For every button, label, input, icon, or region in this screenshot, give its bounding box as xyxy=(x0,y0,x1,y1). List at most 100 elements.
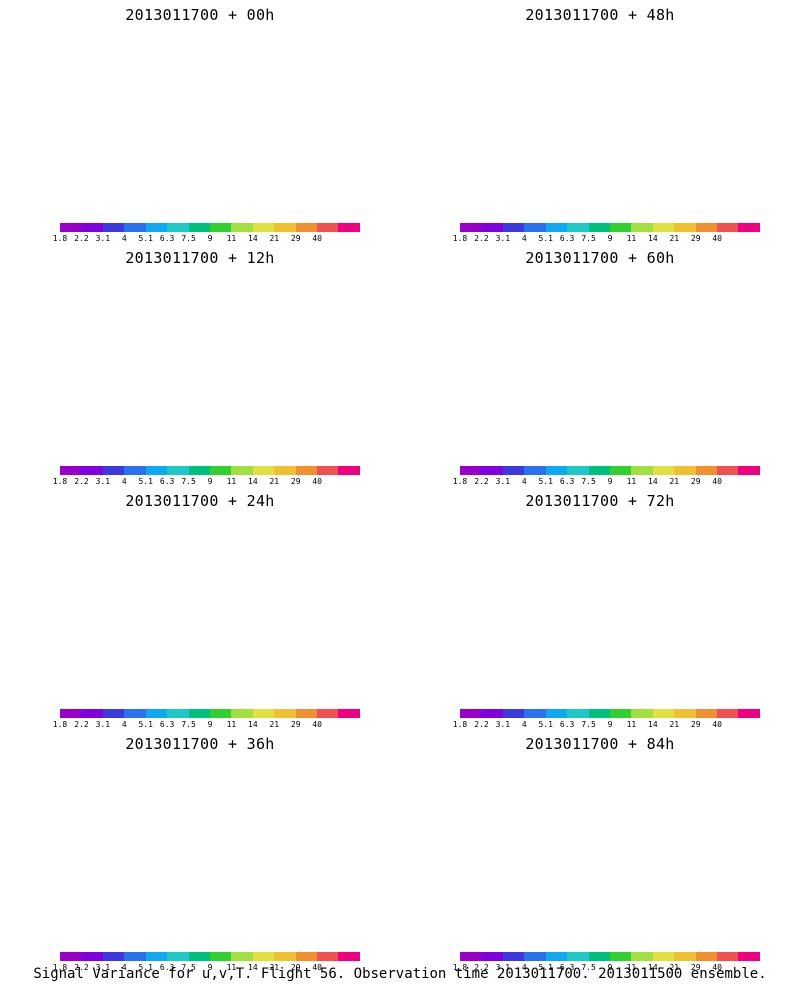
colorbar-label: 29 xyxy=(690,720,701,729)
colorbar-label: 14 xyxy=(648,963,658,972)
colorbar-swatch xyxy=(674,952,696,961)
colorbar-swatch xyxy=(738,223,760,232)
colorbar-label: 3.1 xyxy=(495,963,511,972)
colorbar-swatch xyxy=(209,709,232,718)
colorbar-label: 7.5 xyxy=(181,720,196,729)
colorbar-swatch xyxy=(102,223,125,232)
colorbar-swatch xyxy=(545,709,568,718)
colorbar-swatch xyxy=(124,466,146,475)
colorbar-label: 29 xyxy=(290,477,301,486)
colorbar-label: 40 xyxy=(312,720,322,729)
variance-map xyxy=(20,765,380,935)
colorbar-swatch xyxy=(631,466,653,475)
colorbar-swatch xyxy=(460,223,482,232)
colorbar-label: 6.3 xyxy=(559,234,575,243)
colorbar-label: 14 xyxy=(648,234,658,243)
colorbar-swatch xyxy=(231,466,253,475)
variance-map xyxy=(420,36,780,206)
colorbar-swatch xyxy=(81,952,103,961)
colorbar-label: 29 xyxy=(290,720,301,729)
variance-map xyxy=(20,522,380,692)
colorbar-swatch xyxy=(502,952,525,961)
colorbar-label: 29 xyxy=(690,963,701,972)
colorbar-label: 40 xyxy=(712,234,722,243)
colorbar-label: 4 xyxy=(521,963,527,972)
colorbar-swatch xyxy=(102,709,125,718)
colorbar-label: 2.2 xyxy=(474,720,489,729)
colorbar xyxy=(60,709,360,718)
colorbar-swatch xyxy=(717,223,739,232)
colorbar-swatch xyxy=(252,952,275,961)
colorbar-labels: 1.8 2.2 3.1 4 5.1 6.3 7.5 9 11 14 21 29 40 xyxy=(453,720,760,730)
colorbar-labels: 1.8 2.2 3.1 4 5.1 6.3 7.5 9 11 14 21 29 40 xyxy=(453,234,760,244)
colorbar-swatch xyxy=(460,952,482,961)
colorbar-label: 6.3 xyxy=(159,234,175,243)
colorbar-swatch xyxy=(609,709,632,718)
colorbar-label: 14 xyxy=(248,720,258,729)
panel-title: 2013011700 + 24h xyxy=(125,492,275,510)
colorbar-swatch xyxy=(481,952,503,961)
colorbar-label: 21 xyxy=(669,720,680,729)
colorbar-label: 3.1 xyxy=(495,720,511,729)
colorbar-swatch xyxy=(738,709,760,718)
colorbar-swatch xyxy=(124,709,146,718)
forecast-panel: 2013011700 + 12h 1.8 2.2 3.1 4 5.1 6.3 7.5 9 11 14… xyxy=(0,243,400,487)
colorbar-label: 6.3 xyxy=(159,963,175,972)
variance-map xyxy=(420,522,780,692)
colorbar-label: 40 xyxy=(312,963,322,972)
colorbar-label: 4 xyxy=(121,720,127,729)
colorbar-label: 1.8 xyxy=(52,963,68,972)
colorbar-swatch xyxy=(209,223,232,232)
colorbar-label: 29 xyxy=(690,234,701,243)
colorbar-swatch xyxy=(652,466,675,475)
colorbar-swatch xyxy=(460,709,482,718)
colorbar-label: 7.5 xyxy=(581,234,596,243)
colorbar-swatch xyxy=(167,952,189,961)
colorbar-swatch xyxy=(295,952,318,961)
colorbar-label: 6.3 xyxy=(559,477,575,486)
colorbar-label: 11 xyxy=(626,720,637,729)
colorbar-label: 40 xyxy=(312,234,322,243)
colorbar-swatch xyxy=(295,466,318,475)
colorbar-swatch xyxy=(102,466,125,475)
colorbar-swatch xyxy=(295,709,318,718)
colorbar-swatch xyxy=(545,952,568,961)
colorbar-label: 5.1 xyxy=(138,720,153,729)
colorbar-label: 29 xyxy=(690,477,701,486)
colorbar-swatch xyxy=(567,223,589,232)
colorbar-label: 1.8 xyxy=(52,234,68,243)
colorbar-swatch xyxy=(60,223,82,232)
colorbar-swatch xyxy=(609,952,632,961)
colorbar-label: 14 xyxy=(248,234,258,243)
variance-map xyxy=(20,36,380,206)
colorbar-label: 5.1 xyxy=(138,234,153,243)
colorbar-label: 7.5 xyxy=(181,234,196,243)
colorbar-swatch xyxy=(102,952,125,961)
colorbar-swatch xyxy=(81,466,103,475)
colorbar-swatch xyxy=(502,709,525,718)
colorbar-swatch xyxy=(167,466,189,475)
colorbar-swatch xyxy=(631,952,653,961)
colorbar-swatch xyxy=(717,466,739,475)
colorbar-swatch xyxy=(338,466,360,475)
colorbar-swatch xyxy=(481,223,503,232)
colorbar-swatch xyxy=(274,223,296,232)
colorbar-label: 1.8 xyxy=(452,720,468,729)
colorbar-swatch xyxy=(502,223,525,232)
colorbar-label: 40 xyxy=(712,963,722,972)
colorbar-label: 9 xyxy=(207,234,213,243)
colorbar xyxy=(60,466,360,475)
colorbar-swatch xyxy=(231,709,253,718)
variance-map xyxy=(420,765,780,935)
colorbar-label: 1.8 xyxy=(52,720,68,729)
colorbar xyxy=(60,223,360,232)
colorbar-swatch xyxy=(145,709,168,718)
colorbar-label: 4 xyxy=(521,720,527,729)
colorbar-label: 5.1 xyxy=(538,234,553,243)
colorbar-label: 1.8 xyxy=(452,234,468,243)
colorbar-label: 21 xyxy=(269,720,280,729)
colorbar-label: 21 xyxy=(669,234,680,243)
colorbar-swatch xyxy=(231,223,253,232)
colorbar-swatch xyxy=(652,952,675,961)
colorbar-label: 7.5 xyxy=(581,963,596,972)
